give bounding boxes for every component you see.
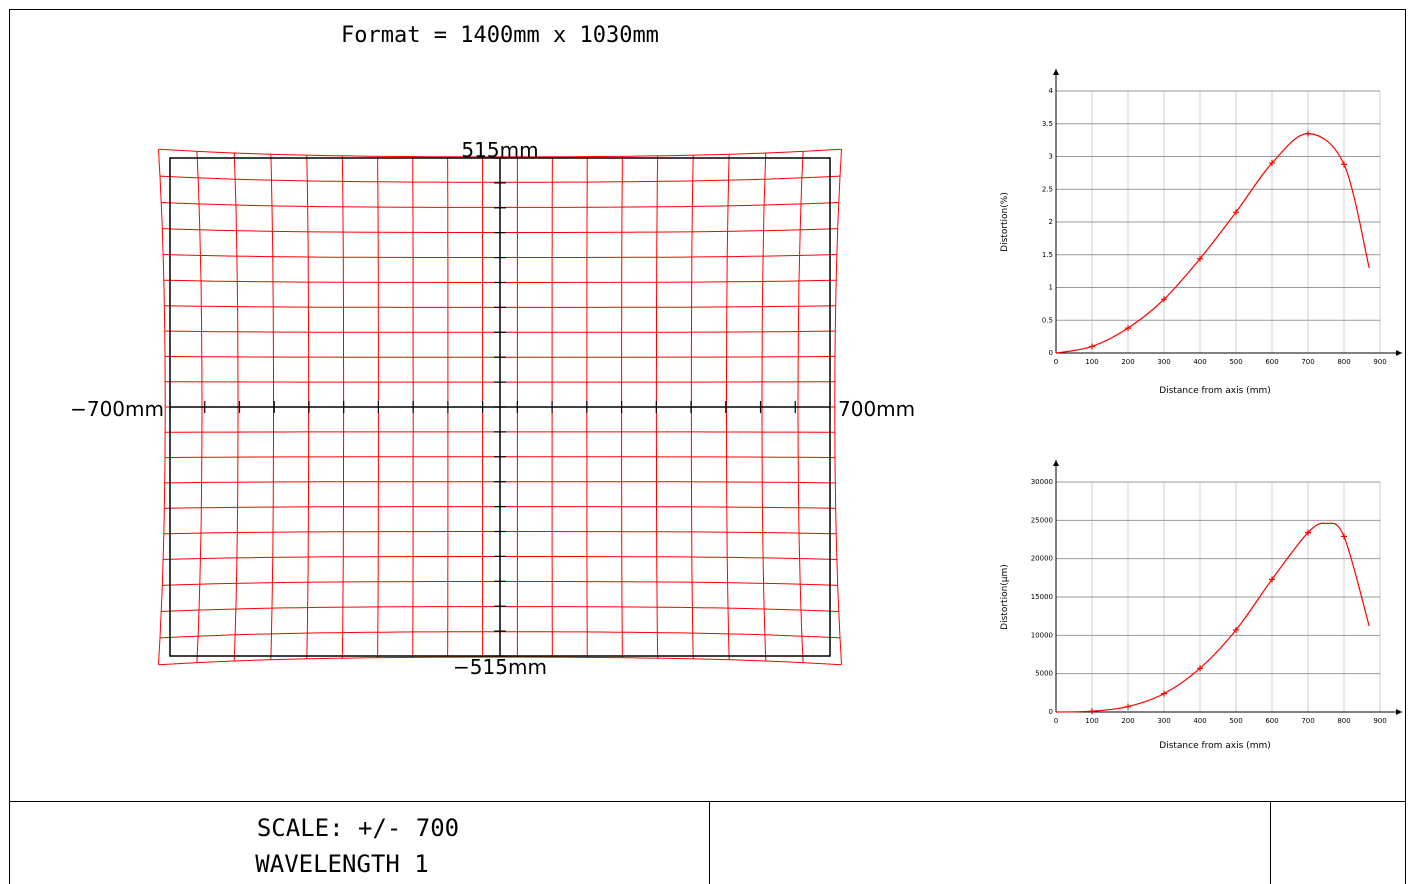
format-title: Format = 1400mm x 1030mm — [341, 23, 659, 48]
distortion-micron-chart: Distance from axis (mm) Distortion(µm) 0… — [1000, 460, 1402, 751]
data-point-marker — [1305, 130, 1311, 137]
x-tick-label: 900 — [1373, 717, 1386, 725]
y-axis-arrow — [1053, 460, 1059, 466]
y-tick-label: 2 — [1049, 218, 1053, 226]
scale-label: SCALE: +/- 700 — [257, 814, 459, 842]
data-point-marker — [1089, 708, 1095, 715]
y-tick-label: 10000 — [1031, 631, 1053, 639]
y-tick-label: 1.5 — [1042, 251, 1053, 259]
wavelength-label: WAVELENGTH 1 — [255, 850, 428, 878]
x-tick-label: 700 — [1301, 717, 1314, 725]
x-tick-label: 100 — [1085, 358, 1098, 366]
y-axis-arrow — [1053, 69, 1059, 75]
x-axis-arrow — [1396, 709, 1402, 715]
data-point-marker — [1089, 343, 1095, 350]
x-tick-label: 500 — [1229, 717, 1242, 725]
data-point-marker — [1269, 576, 1275, 583]
x-tick-label: 800 — [1337, 358, 1350, 366]
y-tick-label: 2.5 — [1042, 185, 1053, 193]
distorted-grid-line — [158, 656, 842, 666]
x-tick-label: 900 — [1373, 358, 1386, 366]
y-tick-label: 25000 — [1031, 516, 1053, 524]
x-tick-label: 500 — [1229, 358, 1242, 366]
x-tick-label: 400 — [1193, 717, 1206, 725]
y-tick-label: 3 — [1049, 153, 1053, 161]
x-tick-label: 300 — [1157, 358, 1170, 366]
y-tick-label: 0 — [1049, 708, 1053, 716]
y-tick-label: 5000 — [1035, 670, 1053, 678]
x-tick-label: 0 — [1054, 358, 1058, 366]
x-tick-label: 600 — [1265, 717, 1278, 725]
data-point-marker — [1269, 160, 1275, 167]
y-tick-label: 30000 — [1031, 478, 1053, 486]
y-tick-label: 0.5 — [1042, 316, 1053, 324]
y-tick-label: 15000 — [1031, 593, 1053, 601]
x-tick-label: 800 — [1337, 717, 1350, 725]
y-tick-label: 0 — [1049, 349, 1053, 357]
grid-distortion-plot: 515mm −515mm −700mm 700mm — [70, 138, 915, 679]
y-tick-label: 4 — [1049, 87, 1054, 95]
x-tick-label: 400 — [1193, 358, 1206, 366]
x-tick-label: 0 — [1054, 717, 1058, 725]
grid-axes — [169, 157, 831, 657]
grid-label-left: −700mm — [70, 397, 164, 421]
x-tick-label: 200 — [1121, 717, 1134, 725]
x-tick-label: 300 — [1157, 717, 1170, 725]
grid-label-right: 700mm — [838, 397, 915, 421]
data-point-marker — [1197, 665, 1203, 672]
x-tick-label: 600 — [1265, 358, 1278, 366]
x-tick-label: 100 — [1085, 717, 1098, 725]
x-tick-label: 200 — [1121, 358, 1134, 366]
chart2-ylabel: Distortion(µm) — [1000, 564, 1010, 630]
data-point-marker — [1341, 161, 1347, 168]
distortion-percent-chart: Distance from axis (mm) Distortion(%) 0 1… — [1000, 69, 1402, 396]
y-tick-label: 20000 — [1031, 555, 1053, 563]
x-axis-arrow — [1396, 350, 1402, 356]
grid-label-top: 515mm — [461, 138, 538, 162]
data-point-marker — [1161, 690, 1167, 697]
data-point-marker — [1233, 209, 1239, 216]
chart1-ylabel: Distortion(%) — [1000, 192, 1010, 252]
drawing-frame — [9, 9, 1406, 884]
data-point-marker — [1125, 325, 1131, 332]
data-point-marker — [1305, 529, 1311, 536]
y-tick-label: 3.5 — [1042, 120, 1053, 128]
distorted-grid-line — [158, 148, 842, 158]
data-point-marker — [1341, 533, 1347, 540]
data-point-marker — [1233, 626, 1239, 633]
data-point-marker — [1161, 296, 1167, 303]
y-tick-label: 1 — [1049, 284, 1053, 292]
chart2-xlabel: Distance from axis (mm) — [1159, 741, 1270, 751]
distortion-curve — [1055, 132, 1370, 354]
x-tick-label: 700 — [1301, 358, 1314, 366]
distortion-curve — [1055, 522, 1370, 713]
grid-label-bottom: −515mm — [453, 655, 547, 679]
data-point-marker — [1125, 703, 1131, 710]
chart1-xlabel: Distance from axis (mm) — [1159, 386, 1270, 396]
data-point-marker — [1197, 255, 1203, 262]
